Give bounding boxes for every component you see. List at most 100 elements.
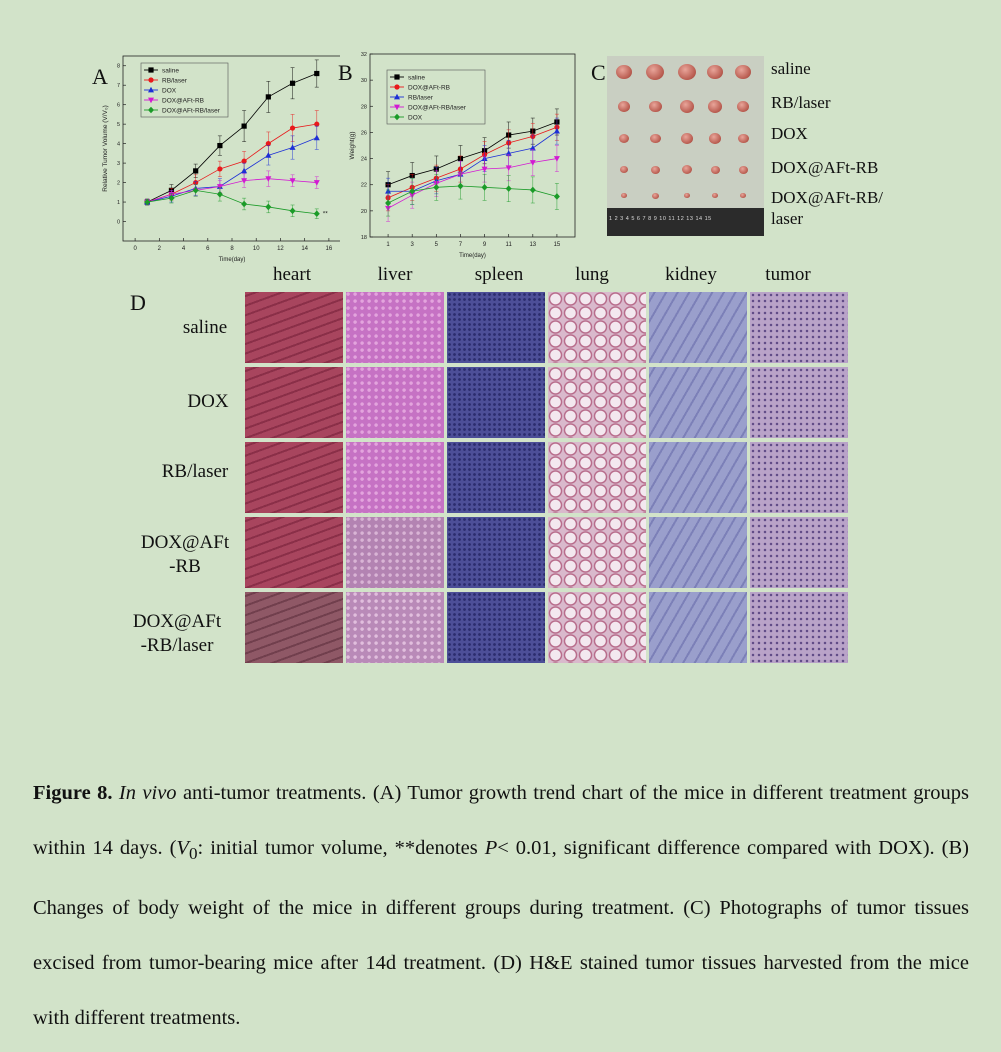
photo-label-dox-aft-rb-laser-line2: laser [771, 209, 804, 228]
tissue-image-spleen [447, 517, 545, 588]
tissue-image-kidney [649, 517, 747, 588]
legend-marker [148, 97, 154, 104]
row-label-dox-aft-rb: DOX@AFt -RB [125, 531, 245, 579]
data-point [192, 187, 199, 194]
tumor-sample [618, 101, 630, 112]
column-spleen: spleen [474, 264, 524, 285]
photo-label-dox: DOX [771, 124, 808, 143]
data-point [313, 210, 320, 218]
x-tick-label: 16 [326, 246, 333, 252]
x-tick-label: 3 [411, 242, 415, 248]
series-line [147, 73, 317, 203]
series-line [387, 185, 558, 204]
data-point [241, 200, 248, 208]
data-point [217, 142, 223, 149]
x-tick-label: 1 [386, 242, 390, 248]
data-point [505, 165, 512, 171]
tumor-sample [738, 165, 748, 174]
tissue-image-heart [245, 517, 343, 588]
column-liver: liver [377, 264, 413, 285]
tissue-image-heart [245, 367, 343, 438]
data-point [553, 127, 560, 134]
data-point [505, 150, 512, 156]
tissue-image-liver [346, 517, 444, 588]
caption-text-2: : initial tumor volume, **denotes [197, 837, 485, 859]
panel-letter-d: D [130, 290, 146, 315]
data-point [193, 168, 199, 174]
y-tick-label: 22 [361, 183, 367, 189]
x-tick-label: 0 [133, 246, 137, 252]
column-kidney: kidney [665, 264, 717, 285]
tissue-image-tumor [750, 367, 848, 438]
photo-label-dox-aft-rb: DOX@AFt-RB [771, 158, 879, 177]
series-line [147, 178, 317, 203]
data-point [289, 125, 296, 131]
series-line [387, 158, 557, 209]
x-tick-label: 8 [230, 246, 234, 252]
tumor-sample [680, 100, 694, 113]
legend-marker [394, 113, 400, 121]
tumor-sample [678, 64, 696, 81]
data-point [313, 180, 320, 186]
legend-label: DOX [162, 87, 177, 94]
y-axis-label: Weight(g) [349, 131, 356, 159]
x-tick-label: 14 [301, 246, 308, 252]
ruler-numbers: 1 2 3 4 5 6 7 8 9 10 11 12 13 14 15 [609, 216, 712, 222]
row-label-line: -RB/laser [140, 635, 214, 656]
x-tick-label: 11 [506, 242, 513, 248]
series-line [388, 130, 558, 192]
tumor-volume-chart: 0 2 4 6 8 10 12 14 16012345678Time(day)Relative … [102, 55, 340, 263]
y-tick-label: 30 [361, 78, 367, 84]
tumor-sample [619, 134, 629, 143]
row-label-line: RB/laser [161, 461, 229, 482]
y-tick-label: 18 [361, 235, 367, 241]
data-point [216, 190, 223, 198]
data-point [481, 184, 488, 191]
x-tick-label: 7 [459, 242, 463, 248]
legend-box [140, 62, 229, 118]
row-label-rb-laser: RB/laser [135, 460, 255, 484]
legend-label: DOX@AFt-RB [408, 84, 450, 91]
tissue-image-spleen [447, 367, 545, 438]
photo-label-rb-laser: RB/laser [771, 93, 831, 112]
tissue-image-liver [346, 442, 444, 513]
significance-annotation: ** [323, 211, 329, 218]
tissue-image-tumor [750, 292, 848, 363]
y-tick-label: 8 [117, 64, 120, 70]
tumor-sample [649, 133, 661, 144]
caption-v-subscript: 0 [188, 844, 198, 864]
legend-label: saline [408, 74, 425, 81]
legend-box [386, 69, 486, 125]
ruler: 1 2 3 4 5 6 7 8 9 10 11 12 13 14 15 [607, 208, 764, 236]
plot-frame [369, 53, 576, 238]
series-line [147, 189, 317, 215]
data-point [144, 198, 151, 206]
x-tick-label: 12 [277, 246, 284, 252]
x-tick-label: 13 [529, 242, 536, 248]
y-tick-label: 20 [361, 209, 367, 215]
tissue-image-heart [245, 442, 343, 513]
column-heart: heart [273, 264, 311, 285]
legend-marker [148, 67, 154, 73]
data-point [313, 134, 320, 141]
data-point [385, 199, 392, 207]
tumor-sample [737, 133, 749, 144]
data-point [265, 203, 272, 211]
plot-frame [122, 55, 340, 242]
tumor-sample [737, 101, 749, 112]
legend-label: DOX@AFt-RB [162, 97, 204, 104]
tumor-sample [735, 65, 751, 80]
y-tick-label: 6 [117, 103, 120, 109]
y-tick-label: 32 [361, 52, 367, 58]
series-line [147, 123, 317, 203]
tissue-image-kidney [649, 442, 747, 513]
y-tick-label: 28 [361, 104, 367, 110]
row-label-line: saline [182, 317, 228, 338]
data-point [529, 160, 536, 166]
tumor-sample [646, 64, 664, 81]
data-point [481, 166, 488, 173]
row-label-saline: saline [145, 316, 265, 340]
y-tick-label: 3 [117, 161, 120, 167]
data-point [314, 121, 320, 127]
row-label-line: DOX@AFt [140, 532, 230, 553]
